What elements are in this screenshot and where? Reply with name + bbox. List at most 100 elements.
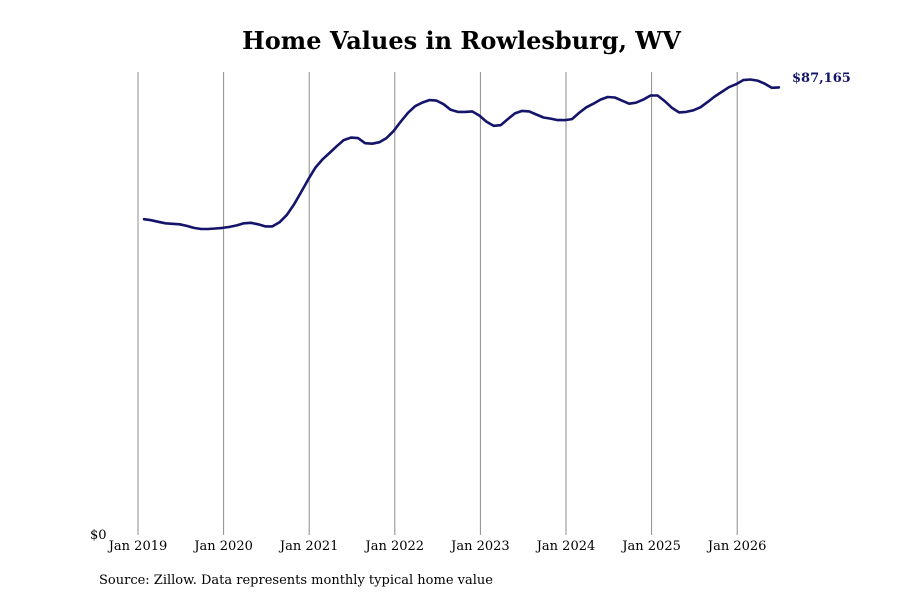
data-point [592, 102, 595, 105]
data-point [663, 100, 666, 102]
y-tick-label: $0 [90, 528, 107, 543]
data-point [250, 222, 252, 224]
data-point [692, 109, 695, 112]
data-point [307, 178, 309, 181]
data-point [435, 99, 438, 102]
data-point [264, 225, 267, 228]
data-point [214, 227, 217, 230]
gridlines [137, 72, 738, 535]
data-point [228, 226, 231, 228]
data-point [392, 130, 395, 132]
x-tick-label: Jan 2020 [192, 539, 253, 554]
data-point [471, 110, 473, 113]
data-point [350, 136, 352, 139]
data-point [457, 111, 459, 113]
data-point [564, 119, 566, 121]
data-point [535, 113, 538, 116]
data-point [157, 221, 160, 223]
data-point [671, 107, 673, 109]
data-point [606, 96, 609, 98]
data-point [770, 87, 773, 89]
data-point [464, 111, 466, 113]
data-point [628, 102, 630, 105]
data-point [414, 105, 416, 107]
data-point [364, 142, 366, 144]
data-point [314, 167, 317, 169]
data-point [556, 119, 559, 121]
x-tick-labels: Jan 2019 Jan 2020 Jan 2021 Jan 2022 Jan 2023… [107, 539, 767, 554]
data-point [221, 227, 224, 229]
data-point [649, 94, 652, 97]
series-line [142, 78, 781, 231]
data-point [642, 98, 645, 101]
data-point [685, 111, 687, 113]
data-point [492, 125, 495, 127]
data-point [257, 223, 259, 226]
data-point [328, 152, 331, 154]
data-point [778, 86, 780, 89]
data-point [193, 227, 195, 229]
data-point [656, 94, 659, 97]
x-tick-label: Jan 2021 [278, 539, 339, 554]
data-point [706, 101, 709, 103]
data-point [164, 222, 167, 225]
data-point [449, 109, 452, 111]
data-point [749, 78, 752, 81]
data-point [599, 98, 602, 101]
data-point [357, 137, 359, 139]
data-point [385, 137, 388, 139]
x-tick-label: Jan 2023 [449, 539, 510, 554]
data-point [585, 106, 588, 109]
data-point [742, 79, 744, 81]
data-point [243, 222, 245, 225]
data-point [400, 120, 402, 123]
data-point [428, 99, 431, 101]
data-point [549, 117, 552, 120]
x-tick-label: Jan 2026 [706, 539, 767, 554]
data-point [713, 95, 716, 98]
data-point [371, 142, 374, 145]
data-point [378, 141, 381, 143]
data-point [735, 83, 737, 85]
data-point [699, 106, 702, 109]
source-note: Source: Zillow. Data represents monthly … [99, 573, 493, 588]
data-point [578, 112, 580, 114]
data-point [756, 79, 759, 82]
data-point [171, 223, 174, 225]
data-point [300, 191, 302, 194]
data-point [621, 99, 623, 102]
data-point [528, 110, 530, 113]
data-point [285, 214, 288, 216]
data-point [200, 228, 202, 230]
data-point [143, 218, 145, 220]
data-point [271, 225, 274, 228]
data-point [571, 118, 573, 120]
data-point [235, 224, 238, 227]
data-point [478, 114, 481, 117]
data-point [321, 158, 324, 161]
data-point [485, 120, 488, 123]
data-point [521, 110, 523, 112]
data-point [614, 96, 616, 99]
data-point [186, 225, 188, 227]
data-point [514, 112, 516, 115]
x-tick-label: Jan 2022 [364, 539, 425, 554]
data-point [207, 228, 209, 230]
data-point [728, 86, 730, 88]
x-tick-label: Jan 2019 [107, 539, 168, 554]
data-point [150, 219, 152, 221]
data-point [293, 204, 295, 206]
data-point [442, 103, 445, 105]
x-tick-label: Jan 2025 [620, 539, 681, 554]
data-point [421, 101, 424, 104]
data-point [635, 101, 637, 104]
series-points [143, 78, 780, 230]
data-point [335, 145, 338, 148]
data-point [499, 124, 502, 126]
data-point [342, 139, 345, 141]
data-point [678, 111, 680, 114]
data-point [542, 116, 545, 119]
data-point [507, 118, 509, 120]
data-point [407, 112, 409, 114]
